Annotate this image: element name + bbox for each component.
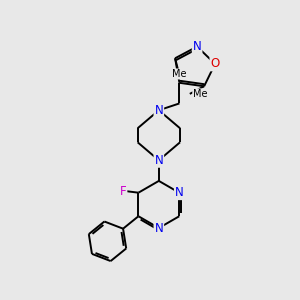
Text: Me: Me [172,69,186,79]
Text: N: N [154,154,163,167]
Text: N: N [193,40,202,53]
Text: N: N [154,104,163,117]
Text: F: F [120,185,126,198]
Text: O: O [210,57,220,70]
Text: N: N [154,221,163,235]
Text: N: N [175,186,184,199]
Text: Me: Me [193,89,207,99]
